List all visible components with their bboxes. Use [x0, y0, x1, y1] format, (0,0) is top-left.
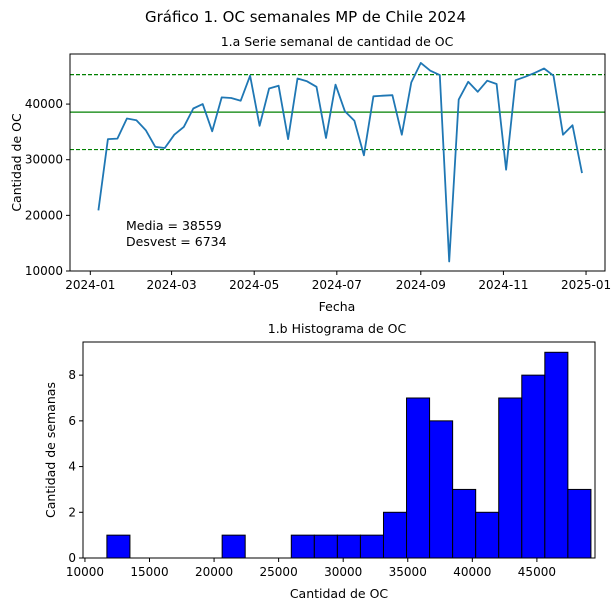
histogram-bar [290, 534, 315, 559]
series-line [97, 62, 583, 263]
line-chart-xlabel: Fecha [319, 299, 356, 314]
histogram-frame [82, 341, 596, 559]
line-chart-title: 1.a Serie semanal de cantidad de OC [221, 34, 454, 49]
histogram-title: 1.b Histograma de OC [268, 321, 407, 336]
histogram-xlabel: Cantidad de OC [290, 586, 389, 601]
y-tick-label: 10000 [25, 264, 63, 278]
x-tick-label: 40000 [453, 565, 491, 579]
histogram-bar [336, 534, 361, 559]
histogram-bar [521, 374, 546, 559]
histogram-bar [359, 534, 384, 559]
histogram-bar [475, 511, 500, 559]
y-tick-label: 4 [68, 460, 76, 474]
figure-title: Gráfico 1. OC semanales MP de Chile 2024 [145, 8, 466, 26]
mean-annotation: Media = 38559 [126, 218, 222, 233]
y-tick-label: 0 [68, 551, 76, 565]
y-tick-label: 20000 [25, 208, 63, 222]
histogram-chart: 1.b Histograma de OC 10000 15000 20000 2500… [43, 321, 596, 601]
x-tick-label: 2024-07 [312, 278, 362, 292]
x-tick-label: 20000 [195, 565, 233, 579]
histogram-bar [544, 351, 569, 559]
x-tick-label: 2024-05 [229, 278, 279, 292]
x-tick-label: 2024-09 [396, 278, 446, 292]
stdev-annotation: Desvest = 6734 [126, 234, 227, 249]
histogram-bar [313, 534, 338, 559]
x-tick-label: 15000 [130, 565, 168, 579]
x-tick-label: 45000 [518, 565, 556, 579]
histogram-bar [429, 420, 454, 559]
line-chart-ylabel: Cantidad de OC [9, 113, 24, 212]
x-tick-label: 30000 [324, 565, 362, 579]
y-tick-label: 40000 [25, 97, 63, 111]
x-tick-label: 2024-01 [65, 278, 115, 292]
x-tick-label: 2025-01 [561, 278, 611, 292]
histogram-bar [452, 488, 477, 559]
histogram-bar [406, 397, 431, 559]
y-tick-label: 30000 [25, 153, 63, 167]
x-tick-label: 35000 [389, 565, 427, 579]
y-tick-label: 8 [68, 368, 76, 382]
histogram-bar [106, 534, 131, 559]
x-tick-label: 25000 [260, 565, 298, 579]
x-tick-label: 10000 [66, 565, 104, 579]
histogram-ylabel: Cantidad de semanas [43, 382, 58, 518]
y-tick-label: 6 [68, 414, 76, 428]
line-chart: 1.a Serie semanal de cantidad de OC 2024… [9, 34, 611, 314]
histogram-bar [498, 397, 523, 559]
y-tick-label: 2 [68, 505, 76, 519]
x-tick-label: 2024-03 [147, 278, 197, 292]
histogram-bar [221, 534, 246, 559]
histogram-bar [567, 488, 592, 559]
x-tick-label: 2024-11 [478, 278, 528, 292]
histogram-bar [382, 511, 408, 559]
line-chart-frame [69, 53, 606, 272]
